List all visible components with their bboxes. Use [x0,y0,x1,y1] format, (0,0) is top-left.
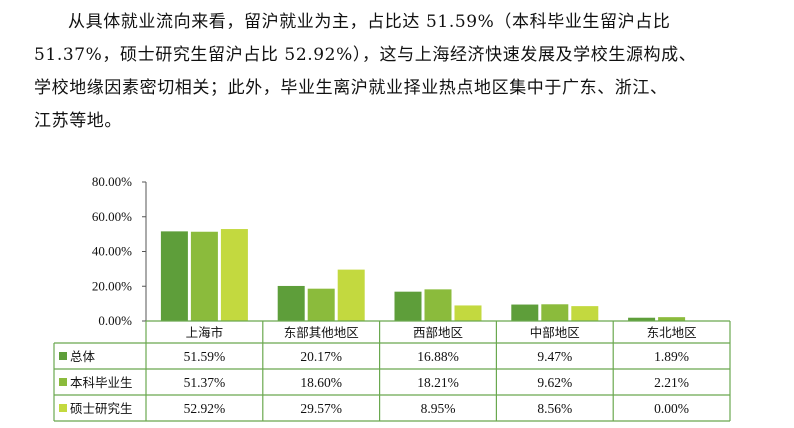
legend-label: 本科毕业生 [70,375,133,390]
table-cell-value: 51.37% [184,375,226,390]
table-cell-value: 9.47% [537,349,572,364]
legend-label: 总体 [70,349,96,364]
bar [394,291,422,321]
table-cell-value: 0.00% [654,401,689,416]
table-cell-value: 16.88% [417,349,459,364]
bar [454,305,482,321]
table-cell-value: 29.57% [300,401,342,416]
table-cell-value: 51.59% [184,349,226,364]
legend-key [59,352,67,360]
bar [190,231,218,321]
bar [337,269,365,321]
bar [220,229,248,321]
bar [658,317,686,321]
bar [628,317,656,321]
category-label: 东北地区 [647,325,697,340]
category-label: 上海市 [186,325,224,340]
paragraph-line-4: 江苏等地。 [34,111,122,131]
bar [277,285,305,321]
y-tick-label: 0.00% [98,313,132,328]
bar [571,306,599,321]
paragraph-line-2: 51.37%，硕士研究生留沪占比 52.92%），这与上海经济快速发展及学校生源… [34,45,697,65]
table-cell-value: 52.92% [184,401,226,416]
legend-label: 硕士研究生 [70,401,133,416]
table-cell-value: 20.17% [300,349,342,364]
table-cell-value: 2.21% [654,375,689,390]
category-label: 东部其他地区 [284,325,359,340]
table-cell-value: 18.60% [300,375,342,390]
table-cell-value: 18.21% [417,375,459,390]
y-tick-label: 80.00% [92,174,132,189]
paragraph-line-3: 学校地缘因素密切相关；此外，毕业生离沪就业择业热点地区集中于广东、浙江、 [34,78,668,98]
table-cell-value: 8.56% [537,401,572,416]
table-cell-value: 1.89% [654,349,689,364]
category-label: 西部地区 [413,325,463,340]
body-paragraph: 从具体就业流向来看，留沪就业为主，占比达 51.59%（本科毕业生留沪占比 51… [34,6,774,138]
table-cell-value: 8.95% [421,401,456,416]
table-cell-value: 9.62% [537,375,572,390]
legend-key [59,378,67,386]
bar [307,288,335,321]
y-tick-label: 20.00% [92,278,132,293]
legend-key [59,404,67,412]
bar [511,304,539,321]
y-tick-label: 60.00% [92,209,132,224]
bar [160,231,188,321]
category-label: 中部地区 [530,325,580,340]
bar [541,304,569,321]
bar [424,289,452,321]
paragraph-line-1: 从具体就业流向来看，留沪就业为主，占比达 51.59%（本科毕业生留沪占比 [68,12,671,32]
y-tick-label: 40.00% [92,244,132,259]
